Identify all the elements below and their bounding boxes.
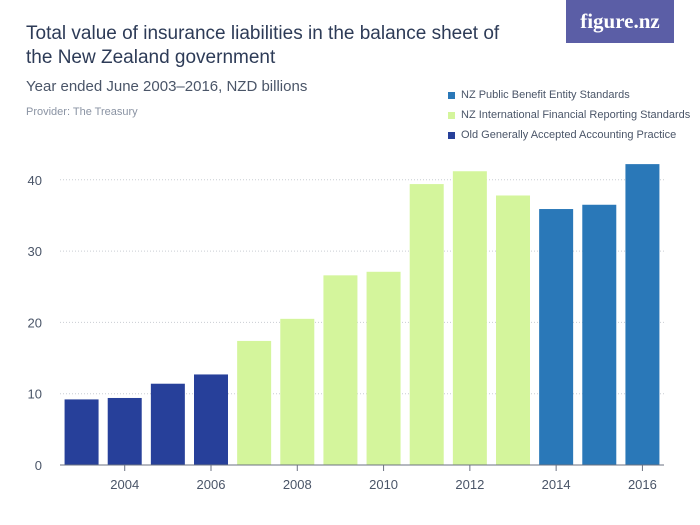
bar-chart: 0 10 20 30 40 2004 2006 2008 2010 2012 2014 2016 xyxy=(28,164,664,492)
chart-legend: NZ Public Benefit Entity Standards NZ In… xyxy=(448,85,690,145)
bar-2006 xyxy=(194,374,228,465)
bar-2005 xyxy=(150,383,185,465)
x-tick-label: 2014 xyxy=(542,477,571,492)
y-tick-label: 0 xyxy=(35,458,42,473)
legend-label-pbe: NZ Public Benefit Entity Standards xyxy=(461,89,630,101)
legend-item-ifrs: NZ International Financial Reporting Sta… xyxy=(448,105,690,125)
bar-2007 xyxy=(237,340,272,465)
y-tick-label: 40 xyxy=(28,173,42,188)
legend-item-pbe: NZ Public Benefit Entity Standards xyxy=(448,85,690,105)
y-tick-label: 20 xyxy=(28,315,42,330)
bar-2011 xyxy=(409,184,444,465)
figure-nz-logo[interactable]: figure.nz xyxy=(566,0,674,43)
legend-item-gaap: Old Generally Accepted Accounting Practi… xyxy=(448,125,690,145)
bar-2004 xyxy=(107,397,142,465)
y-tick-label: 10 xyxy=(28,387,42,402)
legend-swatch-gaap xyxy=(448,131,455,139)
bar-2008 xyxy=(280,318,315,465)
bar-2010 xyxy=(366,271,401,465)
x-tick-label: 2006 xyxy=(197,477,226,492)
chart-title: Total value of insurance liabilities in … xyxy=(26,23,500,68)
x-tick-label: 2016 xyxy=(628,477,657,492)
y-tick-label: 30 xyxy=(28,244,42,259)
legend-label-gaap: Old Generally Accepted Accounting Practi… xyxy=(461,129,677,141)
bar-2016 xyxy=(625,164,660,465)
bar-2014 xyxy=(539,209,574,465)
x-tick-label: 2010 xyxy=(369,477,398,492)
bar-2009 xyxy=(323,275,358,465)
bar-2013 xyxy=(496,195,530,465)
x-tick-label: 2012 xyxy=(455,477,484,492)
legend-swatch-pbe xyxy=(448,91,455,99)
x-tick-label: 2004 xyxy=(110,477,139,492)
legend-swatch-ifrs xyxy=(448,111,455,119)
x-tick-label: 2008 xyxy=(283,477,312,492)
chart-subtitle: Year ended June 2003–2016, NZD billions xyxy=(26,78,308,95)
data-provider: Provider: The Treasury xyxy=(26,106,138,118)
bar-2003 xyxy=(64,399,99,465)
legend-label-ifrs: NZ International Financial Reporting Sta… xyxy=(461,109,691,121)
bar-2012 xyxy=(452,171,487,465)
bar-2015 xyxy=(582,204,617,465)
